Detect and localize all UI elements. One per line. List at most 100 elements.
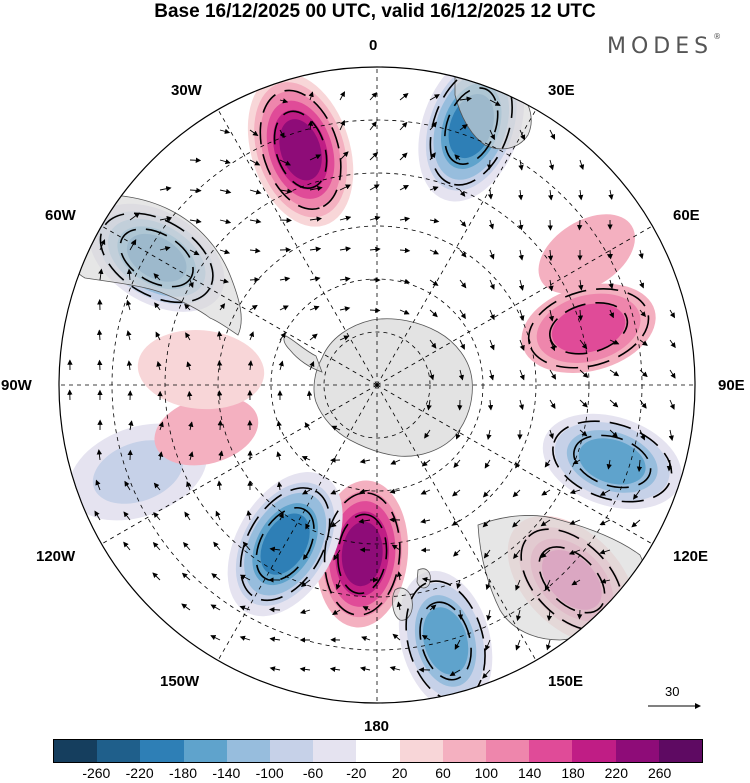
- wind-vector: [308, 91, 314, 101]
- wind-vector: [189, 249, 200, 256]
- wind-vector: [639, 279, 645, 289]
- wind-vector: [579, 399, 588, 408]
- wind-vector: [213, 541, 221, 551]
- wind-vector: [459, 219, 467, 228]
- registered-mark: ®: [713, 32, 722, 41]
- wind-vector: [210, 635, 221, 641]
- wind-vector: [489, 99, 501, 106]
- wind-vector: [126, 360, 133, 371]
- streamline-loop: [419, 601, 472, 681]
- wind-vector: [276, 481, 283, 491]
- wind-vector: [519, 339, 525, 351]
- wind-vector: [547, 249, 554, 262]
- wind-vector: [184, 511, 191, 521]
- wind-vector: [152, 542, 161, 551]
- wind-vector: [99, 239, 106, 251]
- wind-vector: [159, 216, 173, 222]
- wind-vector: [669, 399, 675, 410]
- wind-vector: [126, 268, 133, 281]
- wind-vector: [519, 369, 525, 381]
- wind-vector: [458, 369, 464, 381]
- wind-vector: [669, 369, 676, 379]
- wind-vector: [249, 277, 260, 283]
- wind-vector: [569, 489, 581, 495]
- wind-vector: [579, 339, 588, 350]
- colorbar-tick-label: -100: [255, 765, 284, 781]
- wind-vector: [309, 246, 322, 252]
- wind-vector: [572, 459, 581, 465]
- wind-vector: [279, 276, 291, 282]
- wind-vector: [186, 390, 193, 401]
- wind-vector: [429, 604, 437, 611]
- wind-vector: [269, 607, 281, 613]
- wind-vector: [302, 489, 311, 495]
- wind-vector: [242, 541, 251, 551]
- wind-vector: [512, 519, 521, 528]
- wind-vector: [216, 480, 223, 491]
- wind-vector: [219, 218, 232, 225]
- wind-vector: [578, 279, 584, 291]
- wind-vector: [301, 455, 311, 461]
- wind-vector: [239, 605, 251, 611]
- wind-vector: [540, 549, 551, 559]
- wind-vector: [153, 273, 161, 281]
- wind-vector: [216, 330, 223, 341]
- wind-vector: [459, 96, 472, 102]
- wind-vector: [124, 480, 131, 491]
- wind-vector: [577, 219, 583, 231]
- wind-vector: [307, 120, 314, 131]
- wind-vector: [399, 247, 411, 254]
- wind-vector: [638, 249, 644, 260]
- wind-vector: [339, 276, 351, 282]
- wind-vector: [633, 489, 641, 500]
- wind-vector: [515, 609, 522, 622]
- wind-vector: [309, 361, 315, 371]
- wind-vector: [579, 369, 589, 378]
- wind-vector: [489, 339, 495, 351]
- wind-vector: [421, 576, 431, 583]
- wind-vector: [188, 421, 194, 431]
- wind-vector: [571, 579, 581, 586]
- meridian-line: [101, 384, 378, 545]
- wind-vector: [399, 93, 409, 101]
- streamline-loop: [337, 513, 388, 595]
- wind-vector: [577, 309, 584, 321]
- colorbar-swatch: [54, 740, 98, 762]
- anomaly-contour: [260, 513, 310, 575]
- wind-vector: [215, 510, 221, 521]
- anomaly-layer: [68, 67, 682, 703]
- wind-vector: [304, 422, 311, 431]
- wind-vector: [519, 309, 525, 322]
- colorbar-tick-label: 220: [604, 765, 629, 781]
- colorbar-swatch: [97, 740, 141, 762]
- wind-vector: [515, 579, 521, 591]
- wind-vector: [249, 304, 258, 311]
- wind-vector: [188, 279, 194, 289]
- wind-vector: [489, 129, 495, 141]
- wind-vector: [429, 369, 435, 381]
- wind-vector: [248, 331, 255, 341]
- wind-vector: [668, 429, 674, 442]
- lon-label-150w: 150W: [160, 673, 200, 690]
- wind-vector: [459, 279, 467, 289]
- wind-vector: [330, 489, 341, 495]
- wind-vector: [486, 609, 492, 621]
- colorbar-swatch: [529, 740, 573, 762]
- wind-vector: [486, 429, 492, 440]
- map-title: Base 16/12/2025 00 UTC, valid 16/12/2025…: [154, 1, 596, 22]
- wind-vector: [669, 309, 676, 319]
- wind-vector: [579, 159, 585, 171]
- wind-vector: [184, 303, 191, 311]
- wind-vector: [519, 129, 526, 141]
- lon-label-180: 180: [364, 718, 390, 735]
- wind-vector: [159, 246, 171, 252]
- wind-vector: [306, 390, 313, 401]
- wind-vector: [189, 218, 202, 224]
- wind-vector: [549, 369, 557, 380]
- colorbar-swatch: [140, 740, 184, 762]
- wind-vector: [279, 98, 289, 104]
- anomaly-contour: [551, 303, 626, 353]
- wind-vector: [420, 518, 431, 524]
- wind-vector: [484, 459, 491, 469]
- wind-vector: [300, 608, 311, 615]
